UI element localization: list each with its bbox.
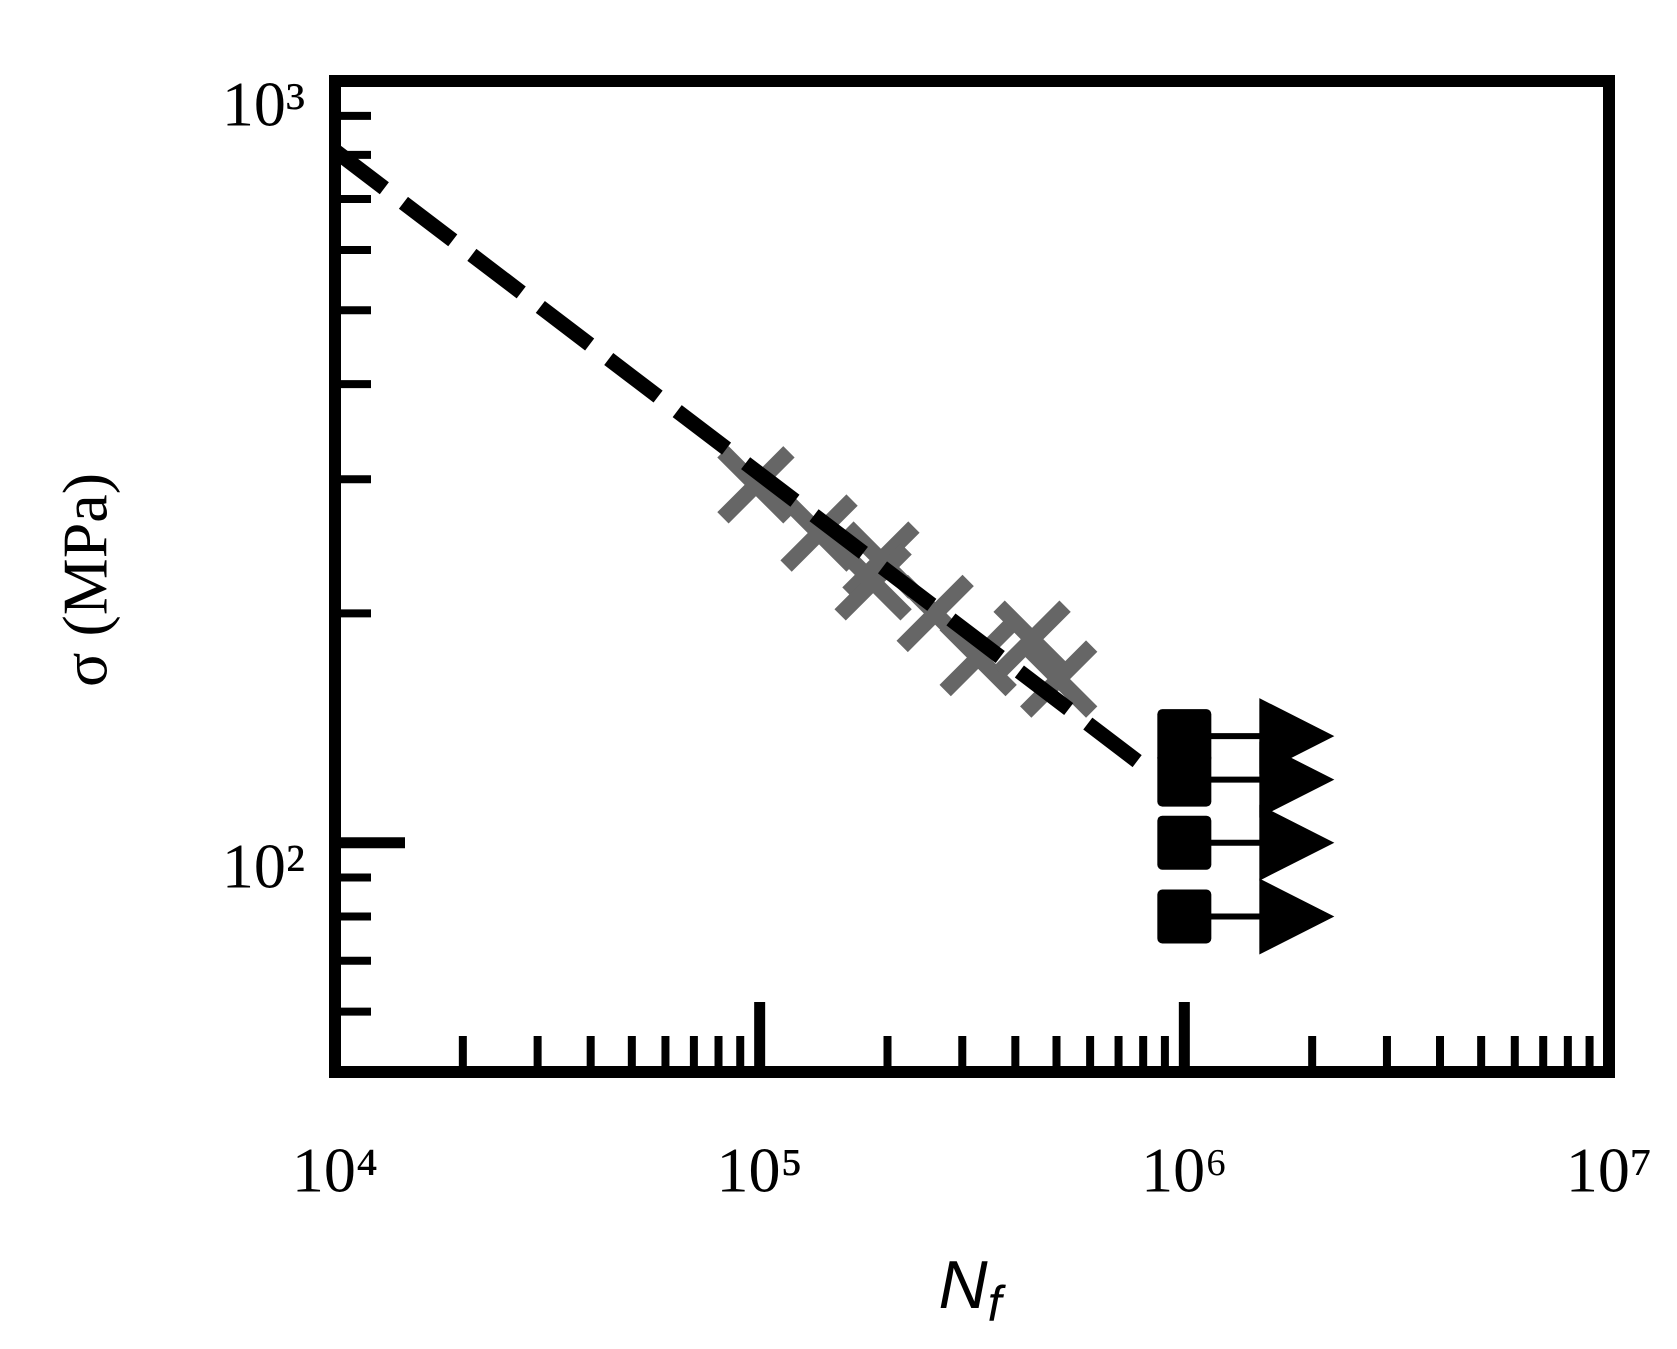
x-axis-label-main: N [938,1247,988,1323]
runout-arrow-head [1259,878,1335,955]
x-tick-label: 10⁶ [1141,1135,1227,1206]
y-tick-label: 10³ [222,69,305,140]
cross-point [717,446,795,524]
runout-point [1157,889,1212,944]
x-axis-label: Nf [938,1247,1006,1332]
runout-point [1157,752,1212,807]
runout-point [1157,815,1212,870]
x-tick-label: 10⁵ [717,1135,803,1206]
x-axis-label-sub: f [988,1276,1007,1332]
y-tick-label: 10² [222,830,305,901]
x-tick-label: 10⁷ [1566,1135,1652,1206]
cross-point [1020,640,1098,718]
cross-point [939,618,1017,697]
runout-point [1157,709,1212,764]
cross-point [993,600,1071,678]
y-axis-label: σ (MPa) [50,473,121,687]
runout-arrow-head [1259,804,1335,881]
x-tick-label: 10⁴ [292,1135,378,1206]
plot-frame [329,75,1615,1078]
runout-arrow-head [1259,741,1335,818]
cross-point [834,543,912,621]
